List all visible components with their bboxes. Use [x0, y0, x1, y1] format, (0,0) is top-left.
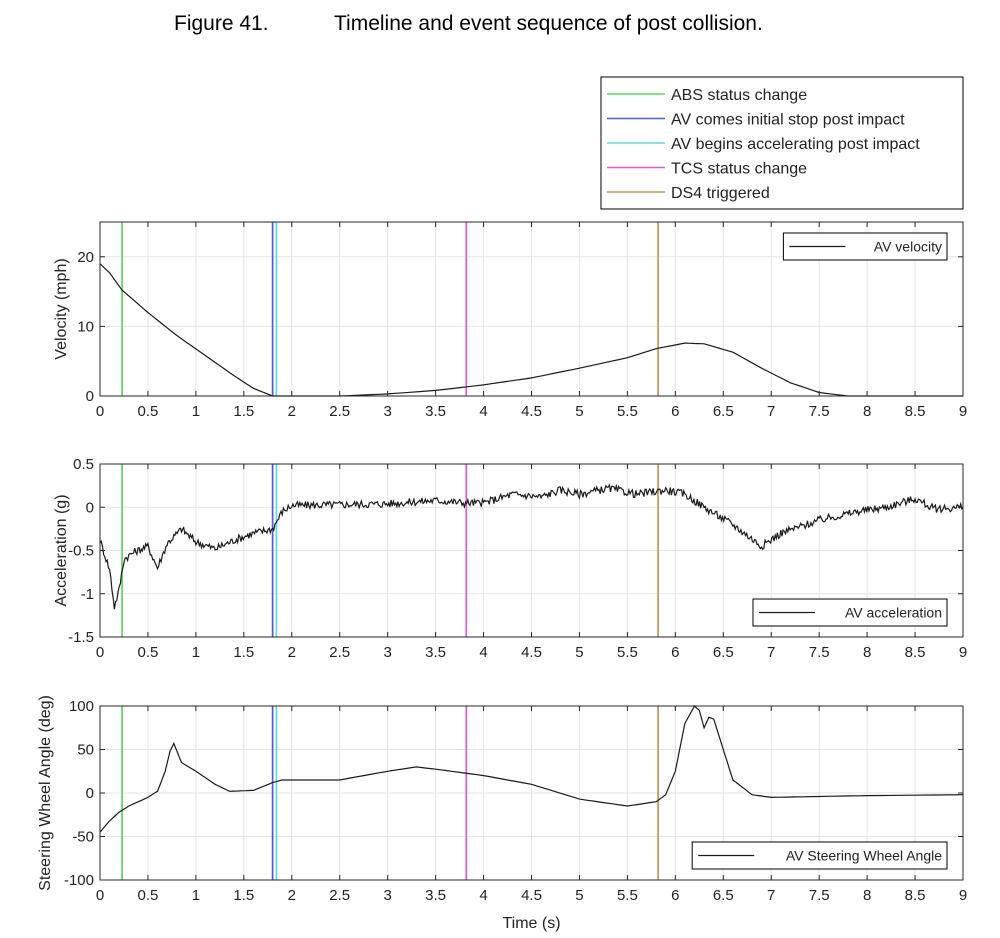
xtick-label-1: 0.5 — [138, 644, 159, 661]
xtick-label-18: 9 — [959, 644, 967, 661]
xtick-label-3: 1.5 — [233, 403, 254, 420]
ytick-label-2: 20 — [77, 249, 94, 266]
xtick-label-16: 8 — [863, 403, 871, 420]
ytick-label-1: -1 — [81, 586, 94, 603]
xtick-label-11: 5.5 — [617, 887, 638, 904]
ylabel-1: Velocity (mph) — [53, 258, 70, 359]
xtick-label-7: 3.5 — [425, 644, 446, 661]
xtick-label-17: 8.5 — [905, 403, 926, 420]
xtick-label-14: 7 — [767, 887, 775, 904]
xtick-label-14: 7 — [767, 644, 775, 661]
xtick-label-17: 8.5 — [905, 887, 926, 904]
ytick-label-4: 0.5 — [73, 456, 94, 473]
xtick-label-9: 4.5 — [521, 403, 542, 420]
xtick-label-18: 9 — [959, 403, 967, 420]
xtick-label-2: 1 — [192, 403, 200, 420]
xtick-label-3: 1.5 — [233, 887, 254, 904]
figure-label: Figure 41. — [174, 12, 269, 35]
xtick-label-8: 4 — [479, 887, 487, 904]
xtick-label-2: 1 — [192, 887, 200, 904]
xtick-label-5: 2.5 — [329, 887, 350, 904]
event-legend-label-2: AV begins accelerating post impact — [671, 136, 920, 153]
xtick-label-16: 8 — [863, 644, 871, 661]
series-line-3-0 — [99, 705, 964, 833]
ytick-label-1: -50 — [72, 829, 94, 846]
xtick-label-16: 8 — [863, 887, 871, 904]
series-line-1-0 — [99, 263, 963, 397]
ytick-label-0: -100 — [64, 872, 94, 889]
xtick-label-8: 4 — [479, 403, 487, 420]
xtick-label-13: 6.5 — [713, 644, 734, 661]
xtick-label-13: 6.5 — [713, 887, 734, 904]
xtick-label-1: 0.5 — [138, 887, 159, 904]
panel-1: AV velocity 0 0.5 1 1.5 2 2.5 3 3.5 4 4.5 5 5.5 6 6.5 7… — [53, 221, 967, 420]
xtick-label-6: 3 — [383, 644, 391, 661]
xtick-label-6: 3 — [383, 403, 391, 420]
event-legend-label-1: AV comes initial stop post impact — [671, 112, 905, 129]
xtick-label-4: 2 — [288, 403, 296, 420]
xtick-label-0: 0 — [96, 644, 104, 661]
series-legend-label-2: AV acceleration — [845, 605, 942, 621]
xtick-label-4: 2 — [288, 887, 296, 904]
xtick-label-5: 2.5 — [329, 403, 350, 420]
xtick-label-11: 5.5 — [617, 644, 638, 661]
xtick-label-10: 5 — [575, 403, 583, 420]
xtick-label-1: 0.5 — [138, 403, 159, 420]
event-legend-label-3: TCS status change — [671, 161, 807, 178]
xtick-label-15: 7.5 — [809, 644, 830, 661]
xtick-label-12: 6 — [671, 403, 679, 420]
xtick-label-8: 4 — [479, 644, 487, 661]
ytick-label-2: -0.5 — [68, 543, 94, 560]
ytick-label-2: 0 — [86, 785, 94, 802]
xtick-label-0: 0 — [96, 403, 104, 420]
xtick-label-11: 5.5 — [617, 403, 638, 420]
xtick-label-10: 5 — [575, 644, 583, 661]
series-line-2-0 — [99, 483, 964, 610]
ytick-label-3: 0 — [86, 499, 94, 516]
panel-3: AV Steering Wheel Angle 0 0.5 1 1.5 2 2.5 3 3.5 4… — [37, 695, 967, 932]
ytick-label-4: 100 — [69, 698, 94, 715]
figure-title: Figure 41. Timeline and event sequence o… — [0, 12, 1000, 42]
ylabel-2: Acceleration (g) — [53, 494, 70, 606]
ytick-label-1: 10 — [77, 318, 94, 335]
xtick-label-17: 8.5 — [905, 644, 926, 661]
xtick-label-15: 7.5 — [809, 403, 830, 420]
ytick-label-3: 50 — [77, 742, 94, 759]
figure-caption: Timeline and event sequence of post coll… — [334, 12, 763, 35]
series-legend-label-1: AV velocity — [874, 239, 942, 255]
xtick-label-14: 7 — [767, 403, 775, 420]
xtick-label-9: 4.5 — [521, 887, 542, 904]
ytick-label-0: 0 — [86, 388, 94, 405]
xtick-label-7: 3.5 — [425, 403, 446, 420]
xtick-label-12: 6 — [671, 887, 679, 904]
xtick-label-0: 0 — [96, 887, 104, 904]
xtick-label-9: 4.5 — [521, 644, 542, 661]
panel-2: AV acceleration 0 0.5 1 1.5 2 2.5 3 3.5 4 4.5 5 5.5 6… — [53, 456, 967, 661]
xtick-label-18: 9 — [959, 887, 967, 904]
xlabel-3: Time (s) — [502, 915, 560, 932]
xtick-label-7: 3.5 — [425, 887, 446, 904]
ylabel-3: Steering Wheel Angle (deg) — [37, 695, 54, 891]
xtick-label-13: 6.5 — [713, 403, 734, 420]
xtick-label-12: 6 — [671, 644, 679, 661]
xtick-label-2: 1 — [192, 644, 200, 661]
xtick-label-10: 5 — [575, 887, 583, 904]
ytick-label-0: -1.5 — [68, 629, 94, 646]
xtick-label-4: 2 — [288, 644, 296, 661]
xtick-label-15: 7.5 — [809, 887, 830, 904]
xtick-label-3: 1.5 — [233, 644, 254, 661]
event-legend-label-4: DS4 triggered — [671, 185, 770, 202]
series-legend-label-3: AV Steering Wheel Angle — [786, 848, 942, 864]
event-legend-label-0: ABS status change — [671, 87, 807, 104]
xtick-label-5: 2.5 — [329, 644, 350, 661]
xtick-label-6: 3 — [383, 887, 391, 904]
event-legend: ABS status change AV comes initial stop p… — [600, 76, 964, 210]
